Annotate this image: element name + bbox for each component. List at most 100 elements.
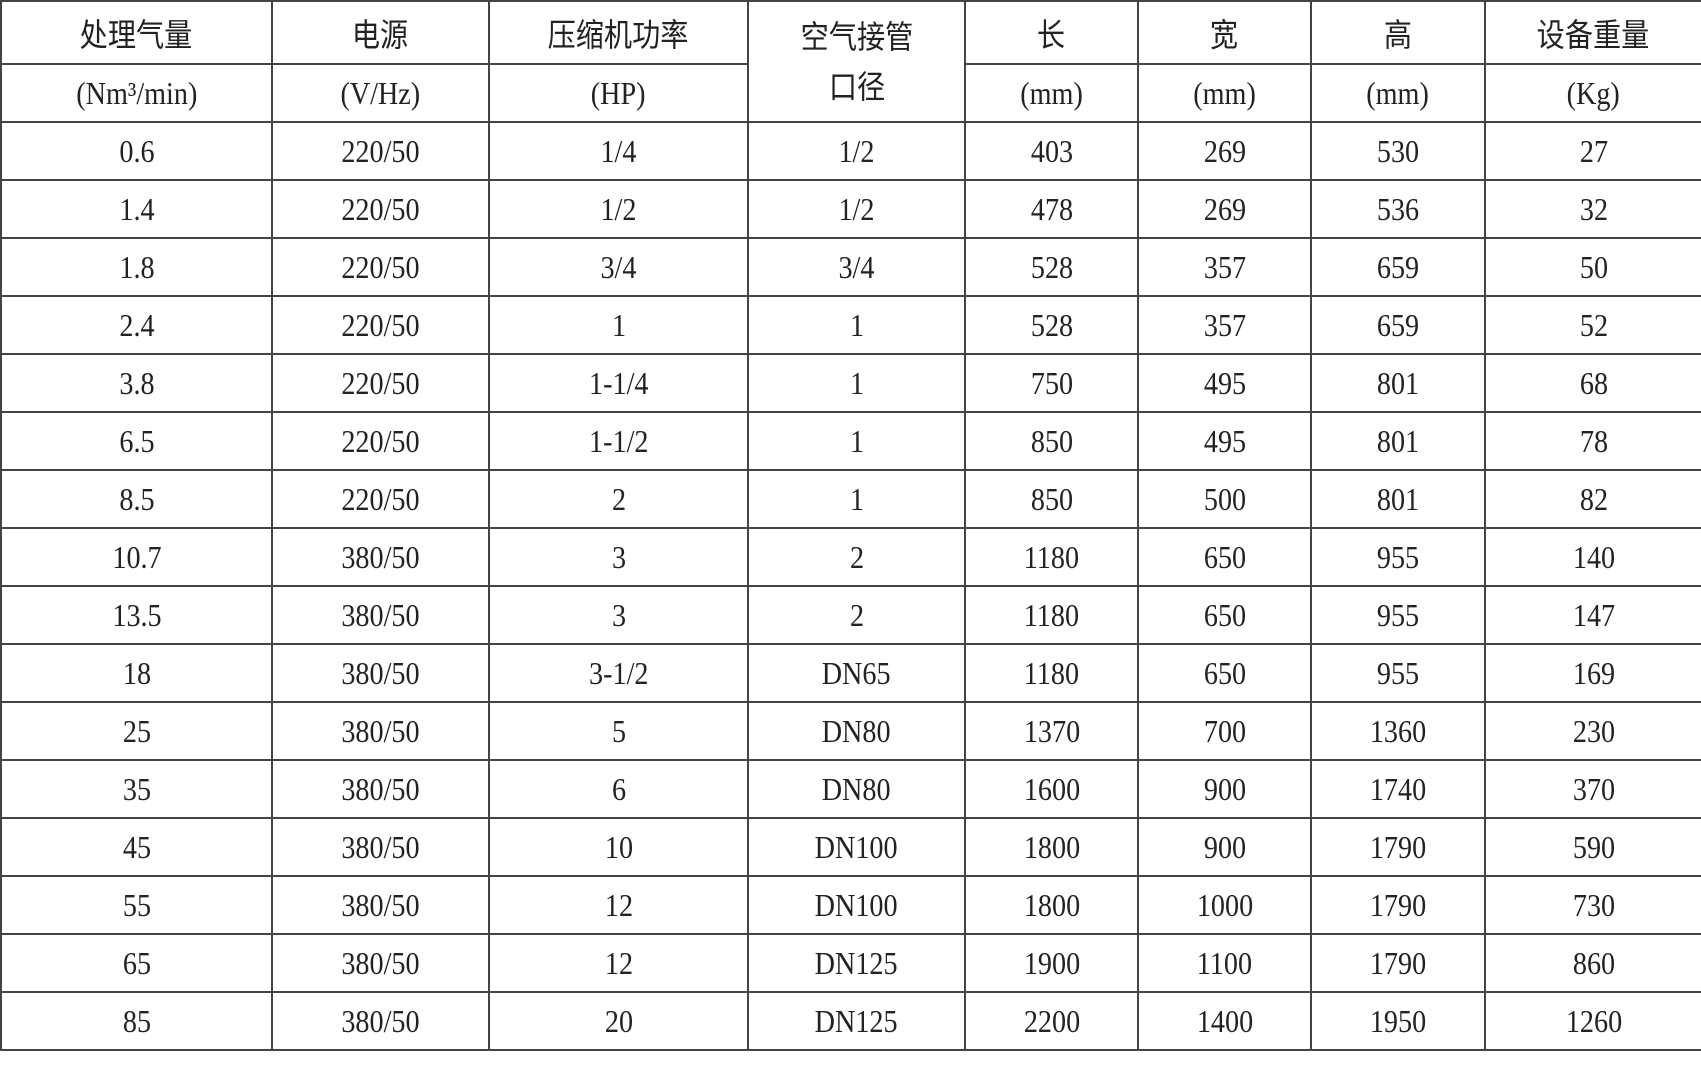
table-cell: 380/50 — [271, 991, 490, 1051]
table-cell: 955 — [1310, 527, 1486, 587]
table-cell: 380/50 — [271, 875, 490, 935]
table-cell: 900 — [1137, 817, 1312, 877]
table-cell: 403 — [964, 121, 1139, 181]
table-cell: 860 — [1484, 933, 1701, 993]
table-cell: 52 — [1484, 295, 1701, 355]
table-cell: 380/50 — [271, 817, 490, 877]
table-cell: 850 — [964, 411, 1139, 471]
table-cell: 1180 — [964, 527, 1139, 587]
table-row: 55 380/50 12 DN100 1800 1000 1790 730 — [0, 875, 1701, 935]
table-cell: 230 — [1484, 701, 1701, 761]
table-cell: 147 — [1484, 585, 1701, 645]
table-row: 1.8 220/50 3/4 3/4 528 357 659 50 — [0, 237, 1701, 297]
table-cell: DN80 — [747, 701, 966, 761]
header-row-1: 处理气量 电源 压缩机功率 空气接管口径 长 宽 高 设备重量 — [0, 0, 1701, 123]
table-cell: 801 — [1310, 411, 1486, 471]
table-row: 10.7 380/50 3 2 1180 650 955 140 — [0, 527, 1701, 587]
header-cell-pipe-diameter: 空气接管口径 — [747, 0, 966, 123]
table-cell: 3-1/2 — [488, 643, 749, 703]
table-cell: 380/50 — [271, 701, 490, 761]
table-cell: 1800 — [964, 817, 1139, 877]
header-cell: 压缩机功率 — [488, 0, 749, 65]
table-cell: 1-1/2 — [488, 411, 749, 471]
table-cell: 50 — [1484, 237, 1701, 297]
table-cell: 1790 — [1310, 875, 1486, 935]
table-cell: 530 — [1310, 121, 1486, 181]
table-cell: 495 — [1137, 411, 1312, 471]
table-cell: 10.7 — [0, 527, 273, 587]
table-cell: 590 — [1484, 817, 1701, 877]
table-cell: 1100 — [1137, 933, 1312, 993]
table-row: 65 380/50 12 DN125 1900 1100 1790 860 — [0, 933, 1701, 993]
table-cell: 478 — [964, 179, 1139, 239]
table-cell: 3.8 — [0, 353, 273, 413]
table-cell: 1 — [747, 353, 966, 413]
unit-cell: (mm) — [1137, 63, 1312, 123]
table-cell: 1 — [747, 469, 966, 529]
unit-cell: (V/Hz) — [271, 63, 490, 123]
table-cell: 801 — [1310, 353, 1486, 413]
header-cell: 宽 — [1137, 0, 1312, 65]
table-cell: 82 — [1484, 469, 1701, 529]
table-cell: 12 — [488, 933, 749, 993]
table-cell: 85 — [0, 991, 273, 1051]
table-row: 35 380/50 6 DN80 1600 900 1740 370 — [0, 759, 1701, 819]
table-cell: 1/2 — [747, 121, 966, 181]
table-cell: 1 — [747, 411, 966, 471]
table-cell: 1800 — [964, 875, 1139, 935]
header-cell: 处理气量 — [0, 0, 273, 65]
spec-table: 处理气量 电源 压缩机功率 空气接管口径 长 宽 高 设备重量 (Nm³/min… — [0, 0, 1701, 1051]
table-cell: 68 — [1484, 353, 1701, 413]
table-row: 45 380/50 10 DN100 1800 900 1790 590 — [0, 817, 1701, 877]
table-cell: 1600 — [964, 759, 1139, 819]
table-cell: 750 — [964, 353, 1139, 413]
table-cell: 495 — [1137, 353, 1312, 413]
table-cell: 1790 — [1310, 817, 1486, 877]
table-cell: 1 — [488, 295, 749, 355]
table-cell: 650 — [1137, 643, 1312, 703]
table-cell: 659 — [1310, 237, 1486, 297]
table-cell: 169 — [1484, 643, 1701, 703]
table-row: 85 380/50 20 DN125 2200 1400 1950 1260 — [0, 991, 1701, 1051]
table-cell: 700 — [1137, 701, 1312, 761]
table-row: 25 380/50 5 DN80 1370 700 1360 230 — [0, 701, 1701, 761]
table-cell: 380/50 — [271, 759, 490, 819]
table-cell: 25 — [0, 701, 273, 761]
table-cell: DN80 — [747, 759, 966, 819]
table-cell: 1/2 — [747, 179, 966, 239]
table-cell: 35 — [0, 759, 273, 819]
table-cell: 220/50 — [271, 179, 490, 239]
table-cell: 1.4 — [0, 179, 273, 239]
table-cell: DN125 — [747, 991, 966, 1051]
table-cell: 220/50 — [271, 295, 490, 355]
table-cell: 20 — [488, 991, 749, 1051]
table-cell: DN125 — [747, 933, 966, 993]
table-cell: 2 — [488, 469, 749, 529]
table-cell: 220/50 — [271, 411, 490, 471]
table-cell: 2.4 — [0, 295, 273, 355]
table-cell: 10 — [488, 817, 749, 877]
table-cell: 357 — [1137, 237, 1312, 297]
table-cell: 1790 — [1310, 933, 1486, 993]
table-cell: 3 — [488, 585, 749, 645]
table-cell: 380/50 — [271, 527, 490, 587]
table-cell: 955 — [1310, 585, 1486, 645]
table-cell: 8.5 — [0, 469, 273, 529]
unit-cell: (Kg) — [1484, 63, 1701, 123]
table-cell: 269 — [1137, 179, 1312, 239]
table-cell: 370 — [1484, 759, 1701, 819]
table-cell: 650 — [1137, 585, 1312, 645]
header-cell: 设备重量 — [1484, 0, 1701, 65]
table-cell: 220/50 — [271, 237, 490, 297]
header-cell: 高 — [1310, 0, 1486, 65]
table-cell: 6 — [488, 759, 749, 819]
table-cell: 650 — [1137, 527, 1312, 587]
table-cell: 140 — [1484, 527, 1701, 587]
table-cell: 2 — [747, 527, 966, 587]
table-cell: 55 — [0, 875, 273, 935]
table-cell: 12 — [488, 875, 749, 935]
table-row: 0.6 220/50 1/4 1/2 403 269 530 27 — [0, 121, 1701, 181]
table-cell: DN100 — [747, 817, 966, 877]
table-cell: 0.6 — [0, 121, 273, 181]
table-cell: 3 — [488, 527, 749, 587]
